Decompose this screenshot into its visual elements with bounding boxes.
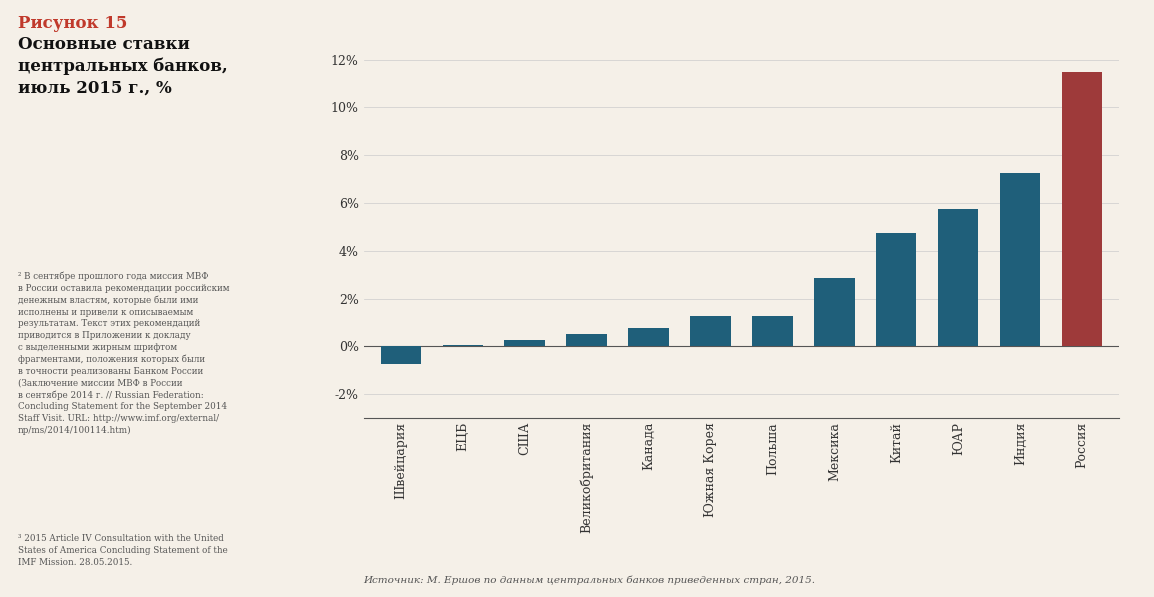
Bar — [567, 334, 607, 346]
Text: ³ 2015 Article IV Consultation with the United
States of America Concluding Stat: ³ 2015 Article IV Consultation with the … — [17, 534, 227, 567]
Bar — [938, 209, 979, 346]
Text: ² В сентябре прошлого года миссия МВФ
в России оставила рекомендации российским
: ² В сентябре прошлого года миссия МВФ в … — [17, 272, 230, 435]
Bar — [381, 346, 421, 364]
Bar — [690, 316, 730, 346]
Bar — [815, 278, 854, 346]
Text: Источник: М. Ершов по данным центральных банков приведенных стран, 2015.: Источник: М. Ершов по данным центральных… — [364, 576, 816, 585]
Bar — [442, 345, 482, 346]
Bar — [1001, 173, 1041, 346]
Bar — [1062, 72, 1102, 346]
Bar — [752, 316, 793, 346]
Bar — [504, 340, 545, 346]
Bar — [629, 328, 668, 346]
Text: Основные ставки
центральных банков,
июль 2015 г., %: Основные ставки центральных банков, июль… — [17, 36, 227, 97]
Bar — [876, 233, 916, 346]
Text: Рисунок 15: Рисунок 15 — [17, 15, 127, 32]
